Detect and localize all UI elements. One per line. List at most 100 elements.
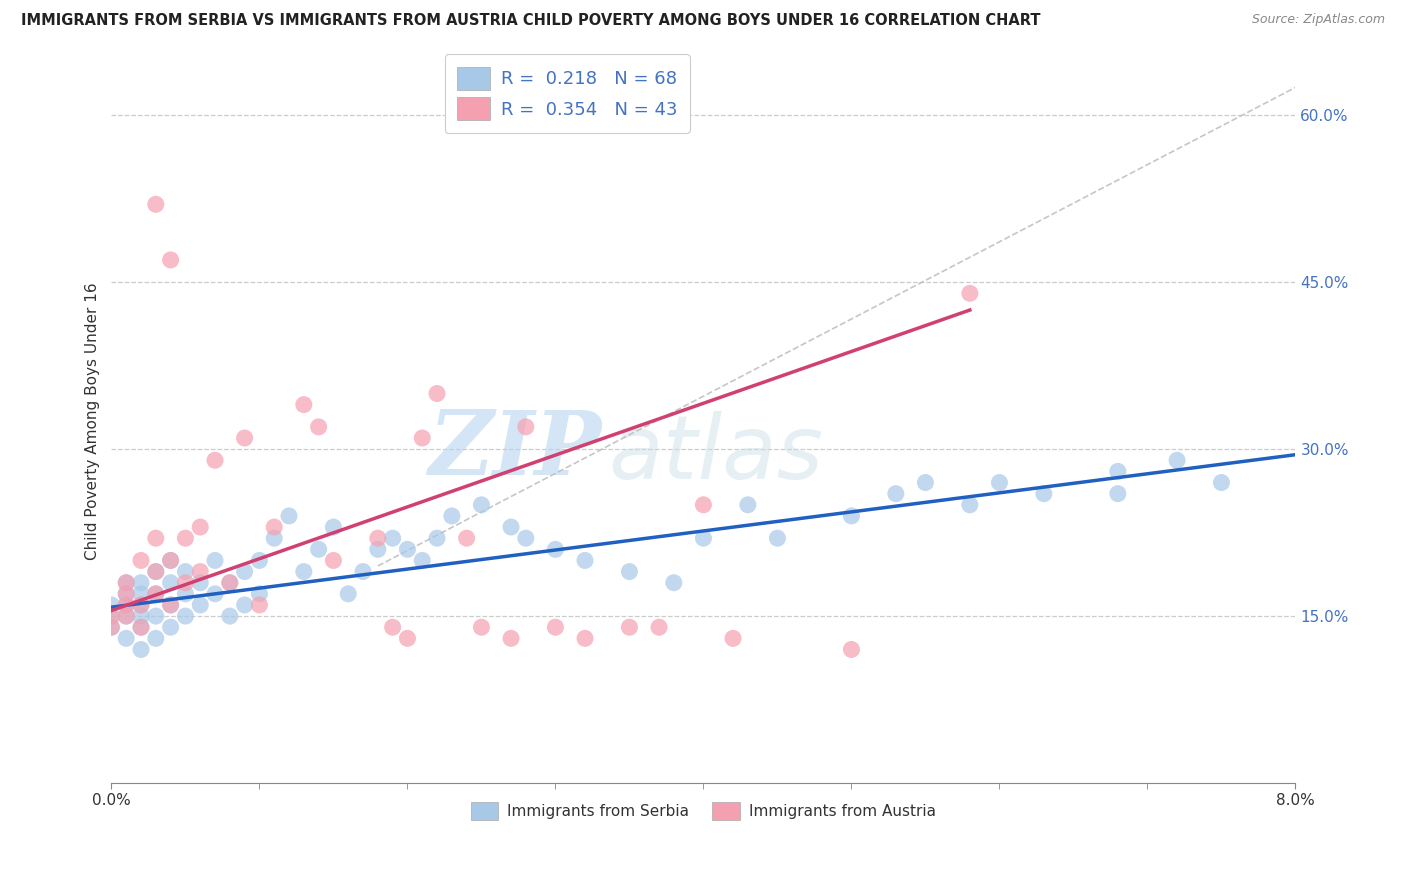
Point: [292, 398, 315, 412]
Point: [145, 587, 167, 601]
Legend: Immigrants from Serbia, Immigrants from Austria: Immigrants from Serbia, Immigrants from …: [465, 797, 942, 826]
Point: [499, 520, 522, 534]
Point: [249, 587, 271, 601]
Point: [129, 609, 152, 624]
Point: [544, 620, 567, 634]
Point: [100, 609, 122, 624]
Point: [188, 575, 211, 590]
Point: [174, 609, 197, 624]
Point: [159, 620, 181, 634]
Point: [337, 587, 360, 601]
Point: [456, 531, 478, 545]
Point: [1032, 486, 1054, 500]
Point: [381, 531, 404, 545]
Text: atlas: atlas: [609, 411, 824, 497]
Point: [129, 642, 152, 657]
Point: [322, 520, 344, 534]
Point: [233, 431, 256, 445]
Point: [411, 553, 433, 567]
Point: [174, 565, 197, 579]
Point: [914, 475, 936, 490]
Point: [129, 620, 152, 634]
Y-axis label: Child Poverty Among Boys Under 16: Child Poverty Among Boys Under 16: [86, 283, 100, 560]
Point: [159, 553, 181, 567]
Point: [145, 197, 167, 211]
Point: [322, 553, 344, 567]
Point: [396, 542, 419, 557]
Point: [218, 575, 240, 590]
Point: [499, 632, 522, 646]
Point: [115, 598, 138, 612]
Point: [721, 632, 744, 646]
Point: [115, 632, 138, 646]
Point: [129, 598, 152, 612]
Point: [308, 542, 330, 557]
Point: [367, 531, 389, 545]
Point: [988, 475, 1011, 490]
Point: [249, 598, 271, 612]
Point: [692, 498, 714, 512]
Point: [115, 575, 138, 590]
Point: [188, 520, 211, 534]
Point: [145, 587, 167, 601]
Point: [233, 598, 256, 612]
Point: [884, 486, 907, 500]
Point: [145, 565, 167, 579]
Point: [218, 609, 240, 624]
Point: [1107, 486, 1129, 500]
Point: [1166, 453, 1188, 467]
Point: [145, 632, 167, 646]
Point: [115, 575, 138, 590]
Point: [544, 542, 567, 557]
Point: [619, 620, 641, 634]
Point: [278, 508, 301, 523]
Text: Source: ZipAtlas.com: Source: ZipAtlas.com: [1251, 13, 1385, 27]
Point: [648, 620, 671, 634]
Point: [515, 531, 537, 545]
Point: [662, 575, 685, 590]
Point: [100, 620, 122, 634]
Point: [1107, 464, 1129, 478]
Point: [737, 498, 759, 512]
Point: [574, 632, 596, 646]
Point: [574, 553, 596, 567]
Point: [292, 565, 315, 579]
Point: [263, 520, 285, 534]
Point: [218, 575, 240, 590]
Point: [115, 598, 138, 612]
Point: [115, 587, 138, 601]
Point: [470, 498, 492, 512]
Point: [367, 542, 389, 557]
Point: [204, 553, 226, 567]
Point: [204, 587, 226, 601]
Point: [204, 453, 226, 467]
Point: [352, 565, 374, 579]
Point: [263, 531, 285, 545]
Point: [841, 508, 863, 523]
Point: [381, 620, 404, 634]
Point: [308, 420, 330, 434]
Point: [396, 632, 419, 646]
Point: [426, 531, 449, 545]
Point: [159, 598, 181, 612]
Point: [766, 531, 789, 545]
Point: [145, 565, 167, 579]
Point: [129, 587, 152, 601]
Point: [188, 565, 211, 579]
Point: [426, 386, 449, 401]
Point: [1211, 475, 1233, 490]
Text: IMMIGRANTS FROM SERBIA VS IMMIGRANTS FROM AUSTRIA CHILD POVERTY AMONG BOYS UNDER: IMMIGRANTS FROM SERBIA VS IMMIGRANTS FRO…: [21, 13, 1040, 29]
Point: [159, 252, 181, 267]
Point: [100, 609, 122, 624]
Point: [411, 431, 433, 445]
Point: [692, 531, 714, 545]
Point: [115, 609, 138, 624]
Point: [129, 575, 152, 590]
Point: [115, 587, 138, 601]
Point: [159, 575, 181, 590]
Point: [619, 565, 641, 579]
Point: [188, 598, 211, 612]
Point: [100, 620, 122, 634]
Point: [233, 565, 256, 579]
Point: [249, 553, 271, 567]
